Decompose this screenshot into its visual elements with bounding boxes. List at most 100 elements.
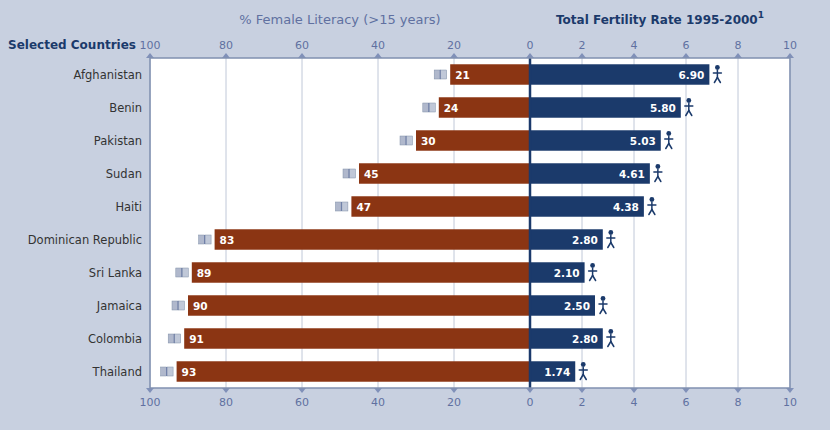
data-label: 91 [189,333,204,345]
data-label: 47 [356,201,371,213]
book-icon [434,70,447,79]
book-spine [428,103,429,112]
tick-label: 2 [579,39,586,52]
tick-label: 40 [371,39,385,52]
data-label: 24 [444,102,459,114]
bar [530,295,595,315]
person-arms [607,336,615,338]
panel-title: Total Fertility Rate 1995-20001 [556,10,764,27]
book-spine [204,235,205,244]
data-label: 90 [193,300,208,312]
panel-title: % Female Literacy (>15 years) [239,12,440,27]
category-label: Colombia [88,332,142,346]
person-head [686,98,691,103]
person-arms [685,105,693,107]
tick-label: 100 [140,396,161,409]
grid-line [530,58,531,388]
person-icon [589,263,597,280]
tick-label: 4 [631,396,638,409]
person-head [666,131,671,136]
book-spine [174,334,175,343]
person-leg [686,111,689,116]
person-body [668,137,670,144]
center-divider [529,58,532,388]
book-icon [168,334,181,343]
title-superscript: 1 [758,10,764,20]
person-body [582,368,584,375]
data-label: 2.10 [554,267,580,279]
person-head [649,197,654,202]
book-spine [406,136,407,145]
person-icon [607,329,615,346]
book-icon [161,367,174,376]
book-page [172,301,178,310]
tick-label: 60 [295,396,309,409]
bar [530,163,650,183]
tick-label: 40 [371,396,385,409]
person-arms [648,204,656,206]
person-leg [714,78,717,83]
book-page [429,103,435,112]
data-label: 83 [220,234,235,246]
data-label-group: 212430454783899091936.905.805.034.614.38… [182,69,705,378]
data-label: 89 [197,267,212,279]
bar [188,295,530,315]
tick-label: 60 [295,39,309,52]
category-label: Afghanistan [74,68,142,82]
person-body [602,302,604,309]
tick-label: 10 [783,396,797,409]
bar-group [530,64,709,381]
book-spine [181,268,182,277]
person-arms [599,303,607,305]
person-arms [589,270,597,272]
tick-label: 100 [140,39,161,52]
bar [184,328,530,348]
book-icon [400,136,413,145]
person-leg [652,210,655,215]
data-label: 21 [455,69,470,81]
grid-layer [150,58,790,388]
bar [177,361,530,381]
person-arms [713,72,721,74]
bar [530,196,644,216]
data-label: 4.61 [619,168,645,180]
person-head [655,164,660,169]
person-head [590,263,595,268]
person-icon [607,230,615,247]
person-icon [685,98,693,115]
page-background [0,0,830,430]
person-arms [654,171,662,173]
person-head [608,329,613,334]
tick-label: 0 [527,396,534,409]
book-page [400,136,406,145]
bar [351,196,530,216]
data-label: 2.50 [564,300,590,312]
person-leg [583,375,586,380]
person-arms [607,237,615,239]
book-page [179,301,185,310]
book-spine [440,70,441,79]
plot-background [150,58,790,388]
category-label: Benin [109,101,142,115]
book-icon [176,268,189,277]
book-spine [349,169,350,178]
tick-label: 2 [579,396,586,409]
category-label: Sri Lanka [89,266,142,280]
person-body [657,170,659,177]
bar [530,262,585,282]
person-leg [666,144,669,149]
data-label: 2.80 [572,234,598,246]
person-icon [654,164,662,181]
person-leg [611,342,614,347]
person-body [592,269,594,276]
book-page [441,70,447,79]
person-body [688,104,690,111]
person-arms [579,369,587,371]
category-label: Pakistan [94,134,142,148]
person-icon [599,296,607,313]
person-body [610,335,612,342]
data-label: 4.38 [613,201,639,213]
person-body [651,203,653,210]
book-page [343,169,349,178]
bar [530,97,681,117]
